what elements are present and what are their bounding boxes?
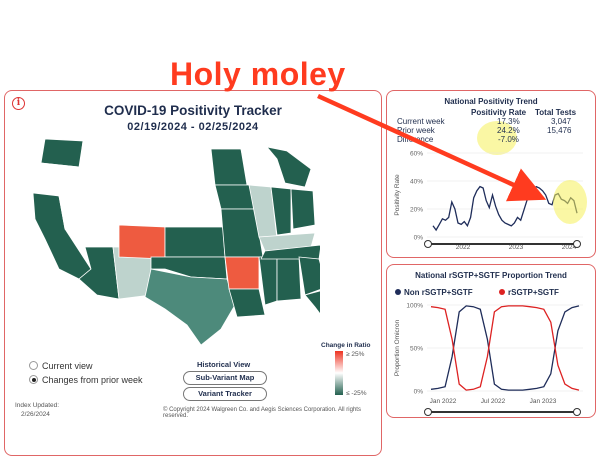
annotation-headline: Holy moley <box>170 56 346 92</box>
header-positivity-rate: Positivity Rate <box>471 108 527 117</box>
state-montana[interactable] <box>94 140 166 190</box>
index-updated-date: 2/26/2024 <box>21 411 50 418</box>
y-tick-label: 60% <box>410 151 423 158</box>
state-ohio[interactable] <box>290 188 316 230</box>
view-option-current[interactable]: Current view <box>29 361 93 371</box>
state-indiana[interactable] <box>270 186 292 236</box>
highlight-mark <box>553 180 587 224</box>
page-title: COVID-19 Positivity Tracker <box>104 103 282 118</box>
ratio-low-label: ≤ -25% <box>346 390 367 397</box>
x-tick-label: Jul 2022 <box>481 398 506 405</box>
y-axis-label: Proportion Omicron <box>394 319 401 376</box>
row-label: Current week <box>397 117 445 126</box>
slider-handle-end[interactable] <box>573 408 581 416</box>
series-line-non-rsgtp <box>430 305 580 391</box>
proportion-slider-track[interactable] <box>427 411 577 413</box>
state-south-dakota[interactable] <box>162 172 212 204</box>
radio-changes[interactable] <box>29 375 38 384</box>
row-rate: 24.2% <box>497 126 520 135</box>
date-range-slider-track[interactable] <box>427 243 577 245</box>
index-updated-label: Index Updated: <box>15 402 60 409</box>
row-tests: 15,476 <box>547 126 572 135</box>
state-florida[interactable] <box>304 289 320 331</box>
legend-dot-icon <box>499 289 505 295</box>
info-icon[interactable]: i <box>12 97 25 110</box>
slider-handle-start[interactable] <box>424 240 432 248</box>
ratio-color-scale <box>335 351 343 395</box>
ratio-legend-title: Change in Ratio <box>321 342 371 349</box>
legend-label: Non rSGTP+SGTF <box>404 288 473 297</box>
annotation-arrow <box>317 93 547 202</box>
view-option-changes[interactable]: Changes from prior week <box>29 375 143 385</box>
legend-non-rsgtp[interactable]: Non rSGTP+SGTF <box>395 288 473 297</box>
series-line-rsgtp <box>430 305 580 391</box>
view-option-label: Current view <box>42 361 93 371</box>
x-tick-label: 2022 <box>456 244 471 251</box>
y-tick-label: 50% <box>410 346 423 353</box>
row-label: Prior week <box>397 126 435 135</box>
y-tick-label: 0% <box>414 235 424 242</box>
national-positivity-trend-panel: National Positivity Trend Positivity Rat… <box>386 90 596 258</box>
y-tick-label: 40% <box>410 179 423 186</box>
header-total-tests: Total Tests <box>535 108 577 117</box>
slider-handle-end[interactable] <box>573 240 581 248</box>
row-tests: 3,047 <box>551 117 572 126</box>
sub-variant-map-button[interactable]: Sub-Variant Map <box>183 371 267 385</box>
y-axis-label: Positivity Rate <box>394 174 401 216</box>
ratio-high-label: ≥ 25% <box>346 351 365 358</box>
variant-tracker-button[interactable]: Variant Tracker <box>183 387 267 401</box>
positivity-tracker-panel: i COVID-19 Positivity Tracker 02/19/2024… <box>4 90 382 456</box>
x-tick-label: 2024 <box>562 244 577 251</box>
state-louisiana[interactable] <box>228 288 266 318</box>
legend-dot-icon <box>395 289 401 295</box>
copyright-notice: © Copyright 2024 Walgreen Co. and Aegis … <box>163 407 361 419</box>
x-tick-label: Jan 2022 <box>430 398 457 405</box>
state-michigan[interactable] <box>265 146 312 188</box>
highlight-mark <box>477 121 517 155</box>
proportion-trend-panel: National rSGTP+SGTF Proportion Trend Non… <box>386 264 596 418</box>
proportion-trend-chart: 0% 50% 100% Proportion Omicron Jan 2022 Jul 2… <box>394 303 583 405</box>
x-tick-label: 2023 <box>509 244 524 251</box>
trend-title: National Positivity Trend <box>444 97 538 106</box>
x-tick-label: Jan 2023 <box>530 398 557 405</box>
date-range: 02/19/2024 - 02/25/2024 <box>127 121 259 133</box>
historical-view-title: Historical View <box>197 360 251 369</box>
legend-rsgtp[interactable]: rSGTP+SGTF <box>499 288 559 297</box>
row-rate: 17.3% <box>497 117 520 126</box>
row-rate: -7.0% <box>498 135 519 144</box>
view-option-label: Changes from prior week <box>42 375 143 385</box>
radio-current[interactable] <box>29 361 38 370</box>
y-tick-label: 0% <box>414 389 424 396</box>
state-texas[interactable] <box>144 268 236 346</box>
legend-label: rSGTP+SGTF <box>508 288 559 297</box>
y-tick-label: 100% <box>406 303 423 310</box>
state-georgia[interactable] <box>298 256 320 296</box>
proportion-title: National rSGTP+SGTF Proportion Trend <box>415 271 567 280</box>
slider-handle-start[interactable] <box>424 408 432 416</box>
us-state-map <box>32 138 320 346</box>
y-tick-label: 20% <box>410 207 423 214</box>
